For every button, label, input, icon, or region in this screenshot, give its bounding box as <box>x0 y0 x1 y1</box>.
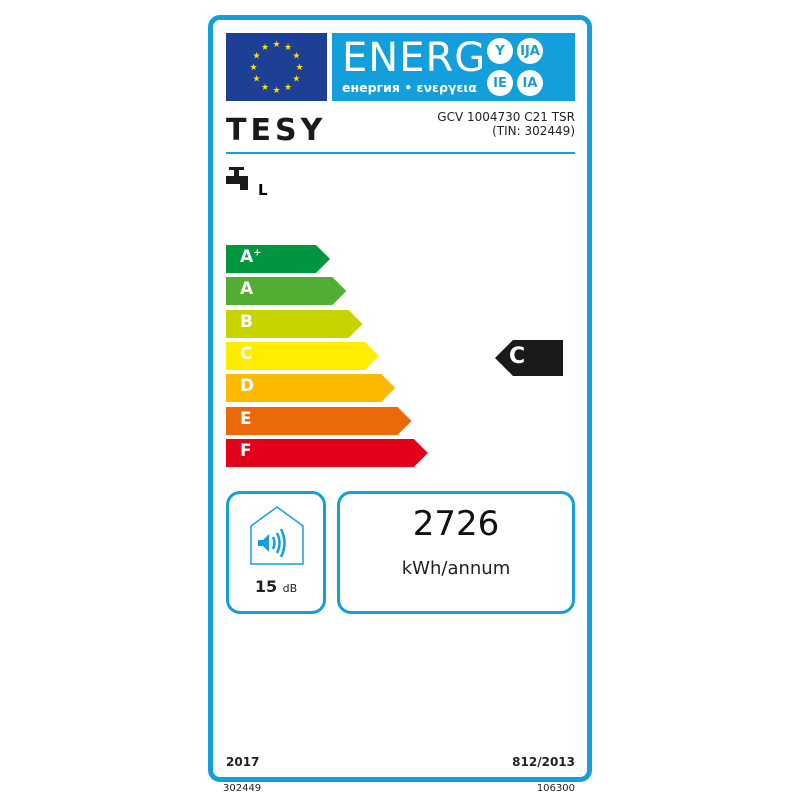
lang-badge: Y <box>487 38 513 64</box>
scale-bar-shape <box>226 374 396 403</box>
load-profile: L <box>258 181 268 199</box>
eu-stars-icon: ★ ★★★★★★★★★★★ <box>249 40 303 96</box>
star-icon: ★ <box>261 43 269 53</box>
star-icon: ★ <box>292 52 300 62</box>
scale-label: A <box>240 279 254 300</box>
footer-year: 2017 <box>226 755 260 769</box>
scale-label: A+ <box>240 247 262 267</box>
star-icon: ★ <box>284 43 292 53</box>
scale-bar-shape <box>226 438 428 467</box>
energy-header: ENERG енергия • ενεργεια Y IJA IE IA <box>332 33 575 101</box>
scale-bar-shape <box>226 341 379 370</box>
noise-level: 15 dB <box>229 577 323 596</box>
star-icon: ★ <box>261 83 269 93</box>
scale-bar-shape <box>226 245 330 273</box>
star-icon: ★ <box>249 63 257 73</box>
scale-label: D <box>240 376 255 397</box>
scale-label: C <box>240 343 253 364</box>
lang-badge: IA <box>517 70 543 96</box>
star-icon: ★ <box>292 75 300 85</box>
model-info: GCV 1004730 C21 TSR (TIN: 302449) <box>437 110 575 138</box>
scale-label: B <box>240 311 253 332</box>
scale-bar-shape <box>226 406 412 435</box>
scale-bar-shape <box>226 309 363 338</box>
brand-logo: TESY <box>226 113 327 148</box>
bottom-code-left: 302449 <box>223 783 262 794</box>
sound-house-icon <box>250 506 304 565</box>
eu-flag: ★ ★ ★ ★ ★ ★ ★ ★ ★ ★ ★ ★ <box>226 33 327 101</box>
model-tin: (TIN: 302449) <box>492 124 575 138</box>
energy-consumption-box: 2726 kWh/annum <box>337 491 575 614</box>
rating-class: C <box>509 344 526 369</box>
lang-badge: IE <box>487 70 513 96</box>
divider <box>226 152 575 154</box>
star-icon: ★ <box>253 75 261 85</box>
bottom-code-right: 106300 <box>536 783 575 794</box>
model-name: GCV 1004730 C21 TSR <box>437 110 575 124</box>
footer-regulation: 812/2013 <box>512 755 575 769</box>
energy-label <box>208 15 592 782</box>
noise-unit: dB <box>282 582 298 595</box>
scale-label: E <box>240 408 252 429</box>
star-icon: ★ <box>272 40 280 50</box>
star-icon: ★ <box>253 52 261 62</box>
scale-bar-shape <box>226 277 347 306</box>
noise-value: 15 <box>254 577 278 596</box>
scale-label: F <box>240 440 252 461</box>
energ-subtitle: енергия • ενεργεια <box>342 80 477 95</box>
water-tap-icon <box>226 166 256 196</box>
noise-box: 15 dB <box>226 491 326 614</box>
star-icon: ★ <box>272 86 280 96</box>
energ-title: ENERG <box>342 35 487 81</box>
lang-badge: IJA <box>517 38 543 64</box>
energy-unit: kWh/annum <box>401 558 511 579</box>
star-icon: ★ <box>284 83 292 93</box>
energy-value: 2726 <box>412 504 500 544</box>
star-icon: ★ <box>295 63 303 73</box>
